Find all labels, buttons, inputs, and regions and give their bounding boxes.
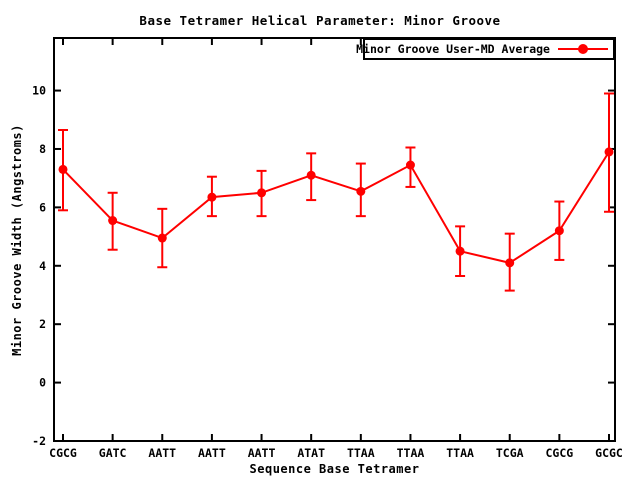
y-tick-label: 2 bbox=[39, 317, 46, 331]
x-tick-label: TTAA bbox=[347, 446, 375, 460]
data-point bbox=[257, 188, 267, 198]
y-tick-label: 10 bbox=[32, 84, 46, 98]
x-tick-label: ATAT bbox=[297, 446, 325, 460]
y-tick-label: 4 bbox=[39, 259, 46, 273]
data-point bbox=[604, 147, 614, 157]
chart-title: Base Tetramer Helical Parameter: Minor G… bbox=[139, 13, 501, 28]
x-tick-label: TCGA bbox=[496, 446, 524, 460]
data-point bbox=[306, 170, 316, 180]
y-axis-title: Minor Groove Width (Angstroms) bbox=[10, 124, 24, 356]
legend-series-label: Minor Groove User-MD Average bbox=[356, 42, 550, 56]
data-point bbox=[405, 160, 415, 170]
x-axis-title: Sequence Base Tetramer bbox=[249, 462, 420, 476]
x-tick-label: AATT bbox=[198, 446, 226, 460]
data-point bbox=[108, 216, 118, 226]
x-tick-label: GCGC bbox=[595, 446, 623, 460]
data-point bbox=[554, 226, 564, 236]
x-tick-label: CGCG bbox=[546, 446, 574, 460]
x-tick-label: CGCG bbox=[49, 446, 77, 460]
series-line bbox=[62, 151, 610, 264]
x-tick-label: GATC bbox=[99, 446, 127, 460]
legend-sample-dot bbox=[578, 44, 588, 54]
x-tick-label: AATT bbox=[248, 446, 276, 460]
x-tick-label: TTAA bbox=[446, 446, 474, 460]
data-point bbox=[207, 192, 217, 202]
legend-line-sample-icon bbox=[558, 43, 608, 55]
x-tick-label: TTAA bbox=[397, 446, 425, 460]
data-point bbox=[157, 233, 167, 243]
data-point bbox=[505, 258, 515, 268]
data-point bbox=[58, 164, 68, 174]
y-tick-label: 8 bbox=[39, 142, 46, 156]
plot-border bbox=[53, 37, 616, 442]
data-point bbox=[455, 246, 465, 256]
y-tick-label: 6 bbox=[39, 200, 46, 214]
y-tick-label: 0 bbox=[39, 376, 46, 390]
y-tick-label: -2 bbox=[32, 434, 46, 448]
legend: Minor Groove User-MD Average bbox=[356, 38, 615, 60]
data-point bbox=[356, 186, 366, 196]
x-tick-label: AATT bbox=[148, 446, 176, 460]
